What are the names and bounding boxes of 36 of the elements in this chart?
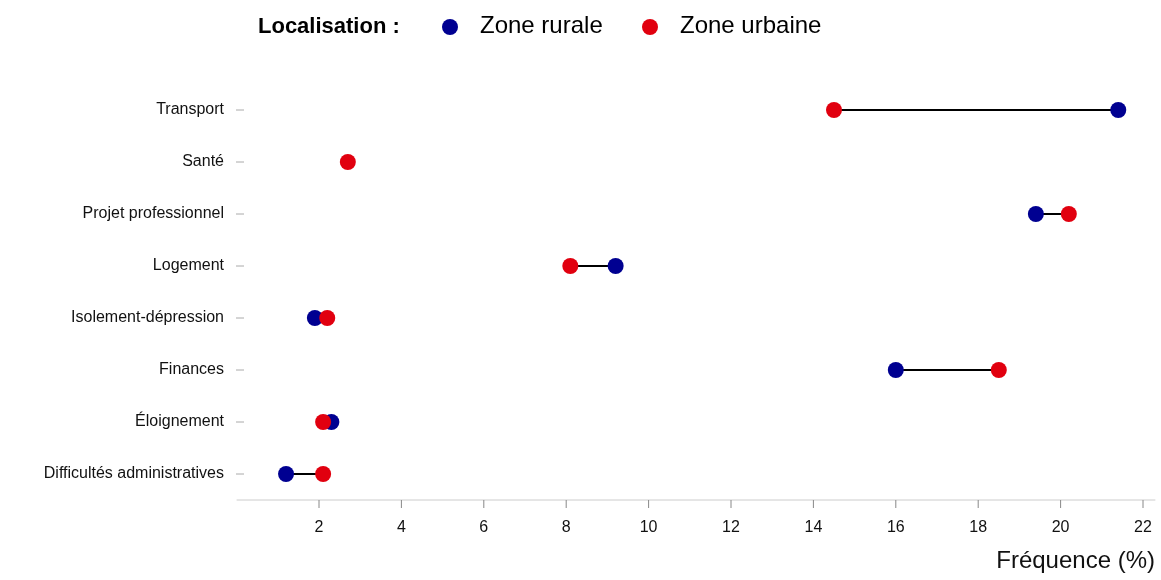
- legend-label: Zone rurale: [480, 11, 603, 39]
- point: [339, 154, 356, 170]
- x-tick-label: 12: [722, 518, 740, 535]
- x-tick-label: 18: [969, 518, 988, 535]
- x-tick-label: 4: [396, 518, 406, 535]
- point: [315, 414, 332, 430]
- point: [315, 466, 332, 482]
- legend-title: Localisation :: [258, 12, 400, 38]
- x-tick-label: 8: [561, 518, 571, 535]
- point: [607, 258, 624, 274]
- point: [319, 310, 336, 326]
- y-tick-label: Projet professionnel: [82, 204, 224, 222]
- y-tick-label: Finances: [159, 360, 224, 378]
- point: [990, 362, 1007, 378]
- x-tick-label: 20: [1051, 518, 1070, 535]
- x-tick-label: 14: [804, 518, 823, 535]
- point: [826, 102, 842, 118]
- point: [278, 466, 295, 482]
- x-tick-label: 2: [314, 518, 324, 535]
- legend-label: Zone urbaine: [680, 11, 822, 39]
- x-tick-label: 22: [1134, 518, 1152, 535]
- point: [887, 362, 904, 378]
- point: [1027, 206, 1044, 222]
- x-tick-label: 6: [479, 518, 489, 535]
- y-tick-label: Transport: [156, 100, 225, 118]
- point: [1060, 206, 1077, 222]
- point: [1110, 102, 1127, 118]
- y-tick-label: Logement: [152, 256, 225, 274]
- x-tick-label: 10: [639, 518, 658, 535]
- y-tick-label: Difficultés administratives: [43, 464, 224, 482]
- y-tick-label: Isolement-dépression: [71, 308, 224, 326]
- y-tick-label: Santé: [182, 152, 225, 170]
- y-tick-label: Éloignement: [135, 411, 225, 430]
- x-tick-label: 16: [886, 518, 905, 535]
- x-axis-title: Fréquence (%): [996, 546, 1155, 573]
- point: [562, 258, 579, 274]
